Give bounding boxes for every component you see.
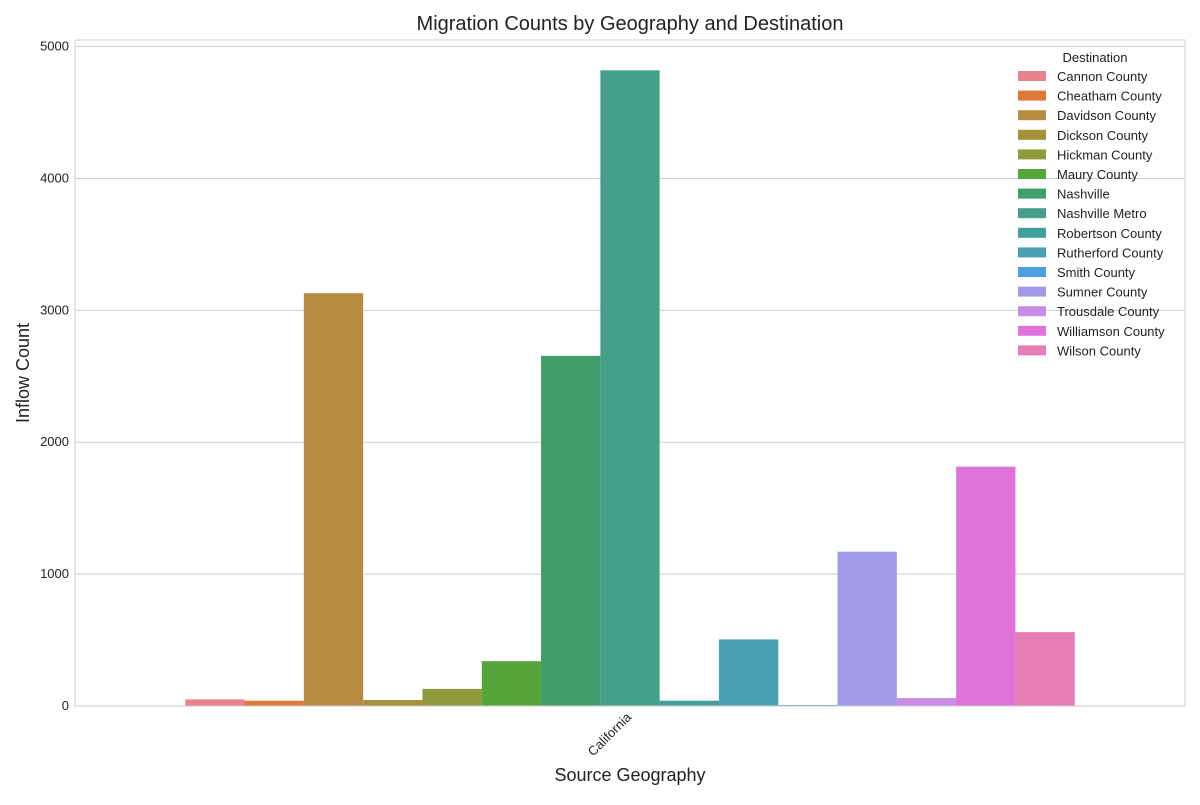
legend-swatch <box>1018 90 1046 101</box>
bar-cheatham-county <box>244 700 304 706</box>
x-axis-ticks: California <box>585 709 635 759</box>
y-tick-label: 2000 <box>40 434 69 449</box>
bar-cannon-county <box>185 699 245 706</box>
legend-label: Dickson County <box>1057 128 1149 143</box>
legend-swatch <box>1018 267 1046 277</box>
legend-label: Davidson County <box>1057 108 1156 123</box>
bar-maury-county <box>481 661 542 706</box>
legend-swatch <box>1018 286 1046 297</box>
bar-sumner-county <box>837 551 897 706</box>
legend-swatch <box>1018 227 1046 238</box>
legend-swatch <box>1018 169 1046 179</box>
y-axis-label: Inflow Count <box>13 323 33 423</box>
bar-wilson-county <box>1015 632 1075 706</box>
legend-label: Hickman County <box>1057 147 1153 162</box>
bar-nashville-metro <box>600 70 660 707</box>
legend-label: Nashville Metro <box>1057 206 1147 221</box>
legend-label: Cannon County <box>1057 69 1148 84</box>
legend-swatch <box>1018 208 1046 219</box>
legend-swatch <box>1018 345 1046 356</box>
legend-label: Maury County <box>1057 167 1138 182</box>
chart-title: Migration Counts by Geography and Destin… <box>417 13 844 35</box>
legend-swatch <box>1018 129 1046 140</box>
bar-hickman-county <box>422 688 482 706</box>
legend-label: Smith County <box>1057 265 1136 280</box>
bar-dickson-county <box>363 700 423 706</box>
legend-label: Rutherford County <box>1057 245 1164 260</box>
plot-frame <box>74 39 1186 707</box>
x-axis-label: Source Geography <box>554 765 705 785</box>
legend-swatch <box>1018 247 1046 258</box>
bar-nashville <box>541 355 601 706</box>
y-tick-label: 4000 <box>40 170 69 185</box>
legend-label: Williamson County <box>1057 324 1165 339</box>
legend-title: Destination <box>1062 50 1127 65</box>
legend-swatch <box>1018 71 1046 81</box>
legend-swatch <box>1018 188 1046 199</box>
bar-davidson-county <box>303 293 364 706</box>
bar-williamson-county <box>956 466 1016 706</box>
legend-label: Sumner County <box>1057 285 1148 300</box>
y-tick-label: 1000 <box>40 566 69 581</box>
legend-swatch <box>1018 325 1046 336</box>
legend-label: Cheatham County <box>1057 89 1162 104</box>
y-tick-label: 0 <box>62 698 69 713</box>
legend-swatch <box>1018 110 1046 121</box>
legend-label: Nashville <box>1057 187 1110 202</box>
bar-smith-county <box>778 704 838 706</box>
bar-trousdale-county <box>896 698 957 706</box>
bar-rutherford-county <box>718 639 779 706</box>
legend-label: Trousdale County <box>1057 304 1160 319</box>
bar-robertson-county <box>659 700 719 706</box>
legend-swatch <box>1018 306 1046 317</box>
x-tick-label: California <box>585 709 635 759</box>
y-tick-label: 5000 <box>40 39 69 54</box>
y-tick-label: 3000 <box>40 302 69 317</box>
y-axis-ticks: 0 1000 2000 3000 4000 5000 <box>40 39 69 713</box>
legend-swatch <box>1018 149 1046 160</box>
bars <box>185 70 1075 707</box>
legend-label: Robertson County <box>1057 226 1162 241</box>
legend-label: Wilson County <box>1057 343 1141 358</box>
legend: Destination Cannon County Cheatham County… <box>1018 50 1165 358</box>
